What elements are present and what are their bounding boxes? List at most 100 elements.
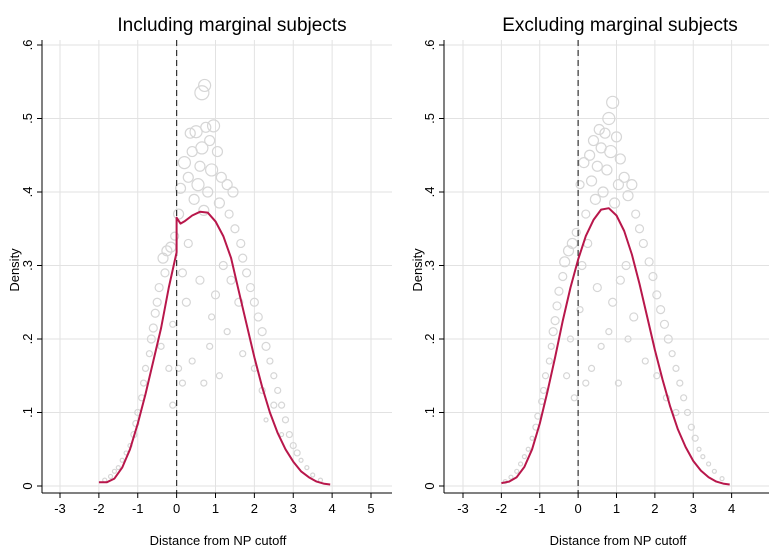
scatter-point — [238, 253, 248, 263]
panel-title: Excluding marginal subjects — [502, 15, 738, 36]
x-tick-label: 3 — [290, 501, 297, 516]
scatter-point — [257, 327, 267, 337]
scatter-point — [696, 446, 702, 452]
scatter-point — [612, 179, 625, 191]
y-tick-label: .1 — [422, 407, 437, 418]
scatter-point — [605, 328, 613, 336]
scatter-point — [208, 313, 216, 321]
x-tick-label: 0 — [173, 501, 180, 516]
scatter-point — [266, 357, 274, 365]
fit-curve — [98, 210, 331, 486]
scatter-point — [227, 186, 239, 198]
x-tick-label: 1 — [212, 501, 219, 516]
scatter-point — [644, 257, 654, 267]
x-axis-label: Distance from NP cutoff — [150, 533, 287, 548]
y-tick-label: .5 — [422, 113, 437, 124]
scatter-point — [184, 127, 196, 139]
scatter-point — [154, 282, 164, 293]
scatter-point — [585, 175, 598, 187]
scatter-point — [169, 401, 177, 409]
scatter-point — [621, 260, 631, 271]
scatter-point — [545, 357, 553, 365]
scatter-point — [525, 446, 531, 452]
x-tick-label: -2 — [93, 501, 105, 516]
scatter-point — [559, 256, 571, 268]
scatter-point — [206, 119, 221, 133]
scatter-point — [236, 238, 246, 249]
scatter-point — [211, 145, 224, 158]
scatter-point — [626, 179, 638, 191]
scatter-point — [653, 372, 661, 380]
x-tick-label: 2 — [651, 501, 658, 516]
scatter-point — [186, 145, 198, 158]
x-tick-label: 5 — [367, 501, 374, 516]
scatter-point — [181, 297, 191, 307]
scatter-point — [221, 179, 233, 191]
scatter-point — [554, 286, 564, 296]
scatter-point — [608, 297, 618, 307]
scatter-point — [157, 252, 169, 264]
scatter-point — [188, 357, 196, 365]
scatter-point — [571, 227, 581, 238]
y-tick-label: .5 — [20, 113, 35, 124]
scatter-point — [656, 305, 666, 315]
scatter-point — [298, 457, 304, 463]
scatter-point — [566, 335, 575, 343]
scatter-point — [200, 379, 208, 387]
scatter-point — [563, 372, 571, 380]
y-tick-label: 0 — [20, 482, 35, 489]
scatter-point — [177, 156, 191, 170]
scatter-point — [150, 308, 160, 318]
y-axis-label: Density — [410, 248, 425, 292]
scatter-point — [570, 394, 578, 402]
scatter-point — [691, 434, 699, 442]
y-tick-label: .2 — [20, 334, 35, 345]
scatter-point — [529, 435, 535, 441]
scatter-point — [245, 282, 256, 293]
scatter-point — [210, 290, 221, 300]
x-tick-label: 0 — [575, 501, 582, 516]
scatter-point — [614, 379, 623, 387]
scatter-point — [189, 125, 203, 139]
scatter-point — [576, 306, 584, 314]
scatter-point — [202, 186, 214, 198]
scatter-point — [539, 386, 548, 395]
scatter-point — [194, 160, 206, 172]
fit-line — [501, 207, 730, 486]
scatter-point — [169, 320, 177, 328]
scatter-point — [224, 209, 234, 219]
scatter-point — [145, 350, 154, 358]
x-tick-label: 4 — [728, 501, 735, 516]
scatter-point — [663, 334, 673, 344]
scatter-point — [270, 401, 278, 409]
scatter-point — [581, 209, 591, 219]
panel-title: Including marginal subjects — [117, 15, 346, 36]
scatter-point — [293, 449, 301, 457]
scatter-point — [634, 224, 645, 234]
x-tick-label: 3 — [690, 501, 697, 516]
y-tick-label: .6 — [20, 40, 35, 51]
x-tick-label: -1 — [132, 501, 144, 516]
scatter-point — [668, 350, 676, 358]
scatter-point — [139, 379, 148, 387]
scatter-point — [188, 193, 200, 205]
scatter-point — [593, 123, 605, 136]
scatter-point — [170, 231, 180, 241]
x-tick-label: -3 — [54, 501, 66, 516]
scatter-point — [599, 127, 611, 139]
scatter-point — [582, 379, 590, 387]
axes: -3 -2 -1 0 1 2 3 4 5 0 .1 .2 .3 .4 .5 .6 — [20, 40, 392, 516]
scatter-point — [602, 111, 616, 126]
scatter-point — [178, 379, 187, 387]
scatter-point — [648, 271, 658, 282]
grid — [444, 40, 769, 493]
scatter-point — [541, 372, 550, 380]
scatter-point — [281, 416, 290, 424]
scatter-point — [624, 335, 632, 343]
scatter-point — [597, 342, 605, 350]
scatter-point — [152, 297, 162, 307]
scatter-point — [597, 186, 609, 198]
scatter-point — [194, 85, 210, 101]
scatter-point — [195, 275, 205, 285]
